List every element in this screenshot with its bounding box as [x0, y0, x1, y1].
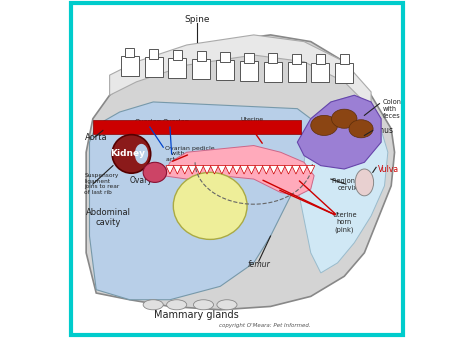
Text: Mammary glands: Mammary glands: [155, 310, 239, 320]
Text: Uterine
horn
(pink): Uterine horn (pink): [332, 212, 356, 233]
FancyBboxPatch shape: [268, 53, 277, 63]
Polygon shape: [299, 166, 307, 174]
Polygon shape: [240, 166, 248, 174]
Ellipse shape: [143, 162, 166, 183]
Polygon shape: [86, 35, 394, 310]
FancyBboxPatch shape: [335, 63, 353, 82]
FancyBboxPatch shape: [93, 120, 301, 134]
Polygon shape: [196, 166, 204, 174]
FancyBboxPatch shape: [311, 63, 329, 82]
FancyBboxPatch shape: [192, 59, 210, 79]
FancyBboxPatch shape: [264, 62, 282, 81]
FancyBboxPatch shape: [145, 57, 163, 77]
Polygon shape: [163, 146, 314, 196]
Ellipse shape: [331, 109, 357, 128]
Text: Ovarian
vein: Ovarian vein: [135, 119, 162, 132]
Polygon shape: [188, 166, 196, 174]
Text: Region of
cervix: Region of cervix: [332, 177, 364, 191]
FancyBboxPatch shape: [220, 52, 230, 62]
Polygon shape: [90, 102, 311, 300]
FancyBboxPatch shape: [197, 51, 206, 61]
Polygon shape: [210, 166, 219, 174]
Polygon shape: [270, 166, 278, 174]
Ellipse shape: [143, 300, 163, 310]
FancyBboxPatch shape: [244, 53, 254, 63]
Text: femur: femur: [247, 260, 270, 269]
Ellipse shape: [217, 300, 237, 310]
Polygon shape: [297, 95, 388, 273]
Polygon shape: [292, 166, 300, 174]
Ellipse shape: [311, 115, 337, 136]
Polygon shape: [284, 166, 292, 174]
Polygon shape: [255, 166, 263, 174]
Ellipse shape: [166, 300, 187, 310]
Text: Suspensory
ligament
joins to rear
of last rib: Suspensory ligament joins to rear of las…: [84, 173, 120, 195]
FancyBboxPatch shape: [288, 62, 306, 82]
Ellipse shape: [349, 120, 373, 138]
Ellipse shape: [173, 172, 247, 239]
Text: Uterine
artery
and vein: Uterine artery and vein: [238, 117, 266, 134]
Text: Ovarian pedicle
with ovarian
artery and vein: Ovarian pedicle with ovarian artery and …: [165, 146, 215, 162]
Polygon shape: [297, 95, 381, 169]
FancyBboxPatch shape: [240, 61, 258, 81]
Polygon shape: [166, 166, 174, 174]
Text: Vulva: Vulva: [378, 165, 399, 173]
Polygon shape: [277, 166, 285, 174]
FancyBboxPatch shape: [173, 50, 182, 60]
Polygon shape: [203, 166, 211, 174]
Polygon shape: [181, 166, 189, 174]
FancyBboxPatch shape: [316, 54, 325, 64]
Text: copyright O'Meara: Pet Informed.: copyright O'Meara: Pet Informed.: [219, 323, 311, 328]
FancyBboxPatch shape: [216, 61, 234, 80]
Ellipse shape: [355, 169, 374, 196]
Ellipse shape: [193, 300, 213, 310]
Text: Aorta: Aorta: [84, 132, 107, 142]
Text: Kidney: Kidney: [110, 149, 146, 159]
Text: Ovary: Ovary: [130, 176, 153, 185]
Polygon shape: [225, 166, 233, 174]
FancyBboxPatch shape: [121, 56, 139, 76]
FancyBboxPatch shape: [149, 49, 158, 58]
Text: Bladder: Bladder: [193, 193, 231, 202]
Polygon shape: [173, 166, 182, 174]
FancyBboxPatch shape: [292, 54, 301, 64]
Polygon shape: [233, 166, 241, 174]
Polygon shape: [307, 166, 315, 174]
Polygon shape: [218, 166, 226, 174]
FancyBboxPatch shape: [125, 48, 135, 57]
Ellipse shape: [135, 144, 148, 164]
FancyBboxPatch shape: [339, 54, 349, 64]
Text: Colon
with
feces: Colon with feces: [383, 99, 402, 119]
Text: Abdominal
cavity: Abdominal cavity: [85, 208, 130, 227]
Polygon shape: [247, 166, 255, 174]
Polygon shape: [262, 166, 270, 174]
Text: Spine: Spine: [184, 15, 210, 24]
Text: Ovarian
artery: Ovarian artery: [163, 119, 191, 132]
Polygon shape: [109, 35, 371, 108]
Ellipse shape: [112, 135, 151, 173]
Text: Anus: Anus: [374, 126, 393, 135]
FancyBboxPatch shape: [168, 58, 186, 78]
